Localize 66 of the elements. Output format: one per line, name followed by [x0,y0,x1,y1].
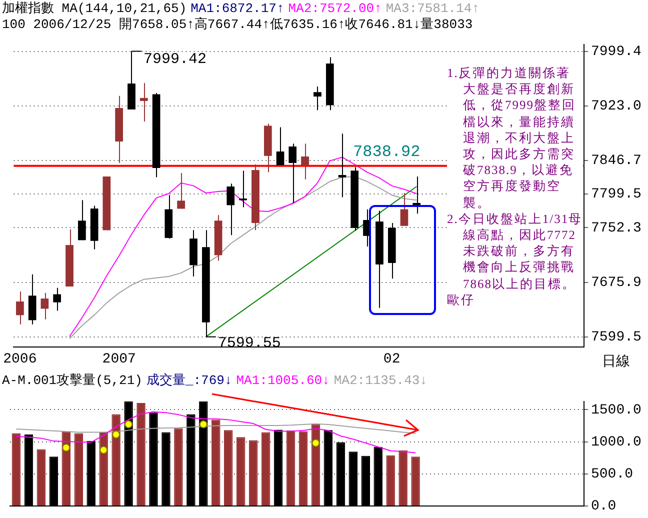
candlestick [40,292,49,320]
bar [74,433,83,506]
text: MA2:1135.43↓ [334,373,428,388]
y-tick-label: 7923.0 [591,98,642,115]
bar [386,455,395,506]
x-tick-label: 2007 [102,351,136,368]
legend-label: MA1:6872.17↑ [190,1,284,16]
y-tick-label: 7599.5 [591,330,642,346]
bar [212,420,220,506]
candlestick [239,170,247,208]
point [62,444,70,452]
bar [248,440,258,506]
point [124,420,133,428]
bar [411,456,420,506]
candlestick [400,192,408,226]
y-tick-label: 0.0 [591,498,616,515]
candlestick [288,143,296,204]
text: MA3:7581.14↑ [386,1,480,16]
y-tick-label: 7846.7 [591,153,642,170]
annotation: 2.今日收盤站上1/31母線高點，因此7772未跌破前，多方有機會向上反彈挑戰7868以上的目標。 [447,210,583,292]
bar [261,432,270,506]
series-label: 成交量_:769↓ [146,373,232,388]
chart-title: A-M.001攻擊量(5,21) [2,373,142,388]
chart-title: 加權指數 MA(144,10,21,65) [2,1,187,16]
bar [298,431,308,506]
bar [136,402,146,506]
y-tick-label: 7799.5 [591,186,642,203]
y-tick-label: 1500.0 [591,402,642,418]
bar [174,428,183,506]
y-tick-label: 500.0 [591,466,634,483]
bar [224,430,233,506]
text: 1.反彈的力道關係著大盤是否再度創新低，從7999盤整回檔以來，量能持續退潮，不利大盤上攻，因此多方需突破7838.9，以避免空方再度發動空襲。 [447,66,576,210]
y-tick-label: 7752.3 [591,220,642,236]
x-tick-label: 2006 [3,351,37,368]
x-tick-label: 02 [383,351,400,368]
candlestick [177,172,185,210]
candlestick [140,82,148,122]
y-tick-label: 1000.0 [591,434,642,451]
y-tick-label: 7999.4 [591,44,642,60]
point [312,438,320,447]
bar [112,414,120,506]
bar [286,430,296,506]
point [199,420,208,428]
x-axis-title: 日線 [602,354,630,371]
candlestick [301,143,309,180]
candlestick [53,287,61,312]
annotation: 7999.42 [143,51,207,68]
y-tick-label: 7675.9 [591,274,642,291]
candlestick [276,126,284,166]
ref-line-label: 7838.92 [353,143,420,162]
candlestick [338,133,346,198]
point [112,430,120,438]
point [100,446,108,454]
bar [36,449,46,506]
bar [12,433,21,506]
chart-subtitle: 100 2006/12/25 開7658.05↑高7667.44↑低7635.16↑收7646.81↓量38033 [2,17,473,32]
text: MA1:1005.60↓ [236,373,330,388]
candlestick [226,183,235,236]
candlestick [78,200,86,241]
text: MA2:7572.00↑ [288,1,382,16]
bar [236,437,246,506]
candlestick [16,290,24,325]
annotation: 歐仔 [447,292,476,308]
bar [398,450,408,506]
candlestick [412,176,420,214]
candlestick [314,86,322,111]
